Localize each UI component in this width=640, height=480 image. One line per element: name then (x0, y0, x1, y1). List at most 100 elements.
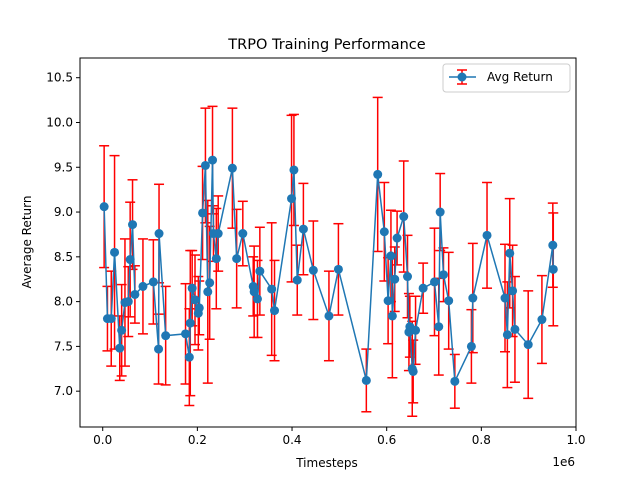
data-point (429, 277, 439, 287)
data-point (308, 265, 318, 275)
data-point (130, 289, 140, 299)
data-point (99, 202, 109, 212)
plot-frame (79, 57, 577, 428)
data-point (289, 165, 299, 175)
data-point (194, 303, 204, 313)
x-axis-ticks: 0.0 0.2 0.4 0.6 0.8 1.0 (93, 427, 586, 447)
data-point (267, 284, 277, 294)
data-point (523, 340, 533, 350)
y-tick-label: 9.0 (54, 205, 73, 219)
x-axis-label: Timesteps (295, 456, 358, 470)
data-point (211, 254, 221, 264)
data-point (387, 311, 397, 321)
data-point (154, 229, 164, 239)
data-point (213, 229, 223, 239)
y-tick-label: 7.5 (54, 339, 73, 353)
data-point (411, 325, 421, 335)
data-point (123, 297, 133, 307)
data-point (208, 155, 218, 165)
data-point (198, 208, 208, 218)
data-point (399, 212, 409, 222)
data-point (185, 318, 195, 328)
data-point (537, 315, 547, 325)
legend-marker-icon (457, 72, 467, 82)
data-point (435, 207, 445, 217)
data-point (190, 295, 200, 305)
data-point (408, 366, 418, 376)
data-point (287, 194, 297, 204)
data-point (510, 324, 520, 334)
data-point (270, 306, 280, 316)
chart-title: TRPO Training Performance (227, 37, 425, 53)
data-point (390, 274, 400, 284)
x-tick-label: 0.6 (377, 433, 396, 447)
data-point (418, 283, 428, 293)
data-point (324, 311, 334, 321)
data-point (205, 278, 215, 288)
x-axis-offset-label: 1e6 (552, 455, 575, 469)
y-axis-ticks: 7.0 7.5 8.0 8.5 9.0 9.5 10.0 10.5 (46, 71, 80, 398)
x-tick-label: 1.0 (566, 433, 585, 447)
series-markers (99, 155, 558, 386)
data-point (138, 281, 148, 291)
data-point (392, 233, 402, 243)
y-tick-label: 7.0 (54, 384, 73, 398)
data-point (187, 283, 197, 293)
data-point (386, 251, 396, 261)
data-point (203, 287, 213, 297)
data-point (502, 330, 512, 340)
legend: Avg Return (442, 63, 571, 93)
data-point (227, 163, 237, 173)
data-point (379, 227, 389, 237)
data-point (125, 255, 135, 265)
data-point (403, 272, 413, 282)
data-point (184, 352, 194, 362)
data-point (373, 169, 383, 179)
data-point (292, 275, 302, 285)
data-point (181, 329, 191, 339)
data-point (508, 286, 518, 296)
data-point (148, 277, 158, 287)
data-point (434, 322, 444, 332)
x-tick-label: 0.0 (93, 433, 112, 447)
data-point (444, 296, 454, 306)
data-point (128, 220, 138, 230)
data-point (383, 296, 393, 306)
data-point (298, 224, 308, 234)
data-point (482, 230, 492, 240)
data-point (115, 343, 125, 353)
data-point (438, 270, 448, 280)
data-point (252, 294, 262, 304)
data-point (500, 293, 510, 303)
y-tick-label: 10.5 (46, 71, 73, 85)
data-point (117, 325, 127, 335)
data-point (548, 240, 558, 250)
data-point (106, 314, 116, 324)
data-point (466, 341, 476, 351)
y-tick-label: 9.5 (54, 160, 73, 174)
data-point (154, 344, 164, 354)
data-point (232, 254, 242, 264)
data-point (110, 247, 120, 257)
data-point (450, 376, 460, 386)
data-point (161, 331, 171, 341)
data-point (333, 264, 343, 274)
x-tick-label: 0.4 (282, 433, 301, 447)
data-point (255, 266, 265, 276)
x-tick-label: 0.8 (472, 433, 491, 447)
data-point (468, 293, 478, 303)
legend-frame (442, 63, 571, 93)
y-axis-label: Average Return (20, 196, 34, 289)
x-tick-label: 0.2 (188, 433, 207, 447)
legend-label-avg-return: Avg Return (487, 70, 553, 84)
y-tick-label: 8.5 (54, 250, 73, 264)
data-point (361, 375, 371, 385)
y-tick-label: 10.0 (46, 115, 73, 129)
data-point (238, 229, 248, 239)
y-tick-label: 8.0 (54, 295, 73, 309)
data-point (249, 287, 259, 297)
data-point (200, 160, 210, 170)
data-point (548, 264, 558, 274)
data-point (505, 248, 515, 258)
